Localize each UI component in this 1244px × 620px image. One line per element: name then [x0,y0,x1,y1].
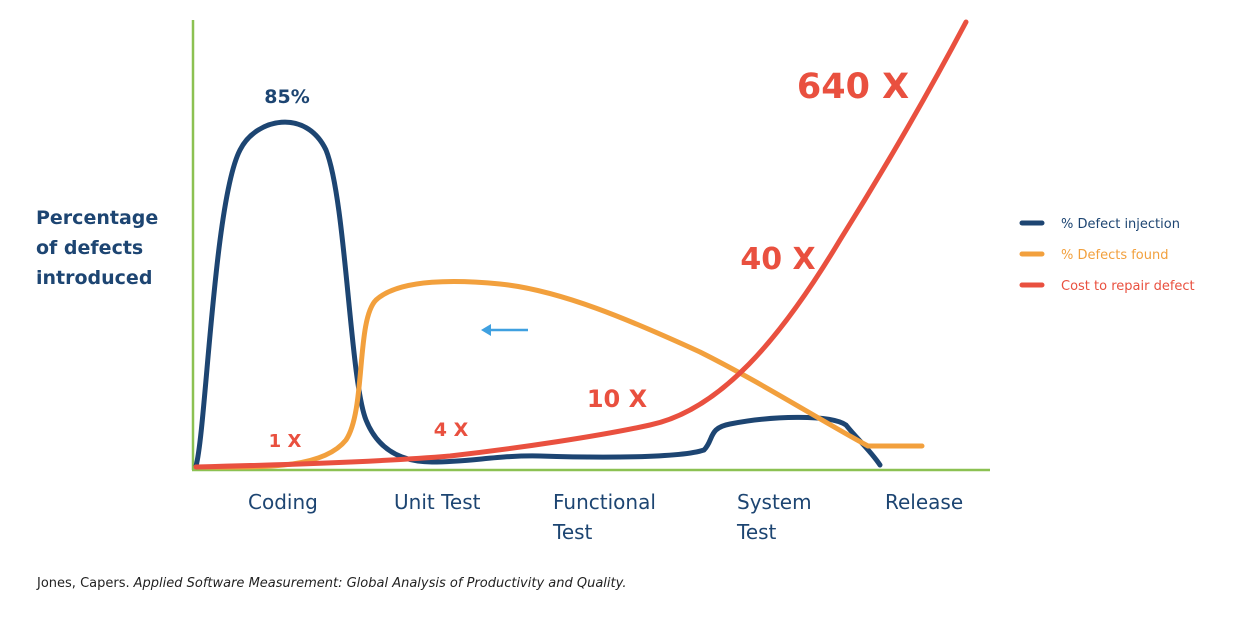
arrow-head [481,324,491,336]
legend-label: Cost to repair defect [1061,279,1195,294]
annotation: 1 X [269,431,302,452]
legend-label: % Defects found [1061,248,1168,263]
annotation: 4 X [434,419,469,441]
x-tick-label: System Test [737,490,812,544]
annotation: 40 X [740,242,815,277]
y-axis-label: Percentage of defects introduced [36,207,159,289]
curve [193,19,969,470]
citation-author: Jones, Capers. [37,576,130,591]
x-tick-label: Functional Test [553,490,656,544]
annotation: 640 X [797,67,909,107]
x-tick-label: Release [885,490,964,514]
x-tick-label: Unit Test [394,490,481,514]
citation: Jones, Capers. Applied Software Measureme… [37,576,626,591]
legend-label: % Defect injection [1061,217,1180,232]
x-tick-label: Coding [248,490,318,514]
citation-title: Applied Software Measurement: Global Ana… [133,576,627,591]
annotation: 85% [264,86,309,108]
curve [193,119,883,469]
annotation: 10 X [587,385,648,413]
